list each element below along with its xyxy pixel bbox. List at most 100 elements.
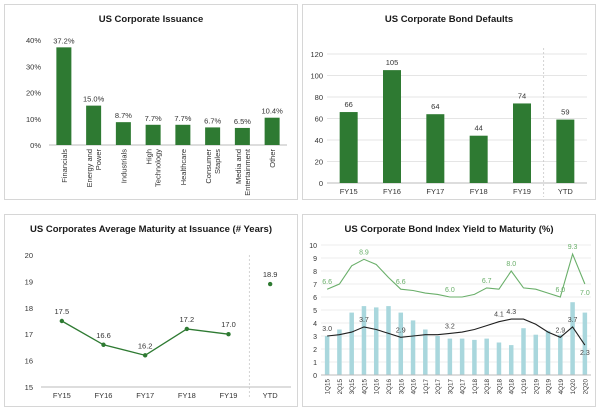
data-label: 6.5% [234, 117, 251, 126]
y-tick-label: 10% [26, 115, 41, 124]
x-tick-label-line: Staples [213, 149, 222, 174]
data-label: 4.1 [494, 312, 504, 319]
point [226, 332, 231, 337]
maturity-panel: US Corporates Average Maturity at Issuan… [4, 214, 298, 407]
maturity-chart: 20 19 18 17 16 15 17.5 FY15 16.6 FY16 16.2 FY17 17.2… [25, 251, 291, 400]
x-tick-label-line: Healthcare [179, 149, 188, 185]
y-tick-label: 20% [26, 89, 41, 98]
y-tick-label: 5 [313, 308, 317, 315]
x-tick-label: 3Q15 [349, 379, 356, 395]
yield-chart: 1098765432106.68.96.66.06.78.06.09.37.03… [309, 243, 591, 395]
lower-yield-line [327, 318, 586, 346]
x-tick-label-line: Power [94, 149, 103, 171]
bar [435, 336, 440, 375]
point [59, 318, 65, 324]
x-tick-label: FY16 [383, 187, 401, 196]
data-label: 17.2 [180, 315, 195, 324]
maturity-chart-title: US Corporates Average Maturity at Issuan… [30, 224, 272, 235]
bar [496, 342, 502, 375]
x-tick-label: Industrials [119, 149, 128, 183]
x-tick-label: YTD [558, 187, 574, 196]
x-tick-label: Other [268, 149, 277, 168]
bar [373, 307, 379, 375]
data-label: 18.9 [263, 270, 278, 279]
data-label: 7.0 [580, 290, 590, 297]
x-tick-label: 2Q17 [435, 379, 442, 395]
x-tick-label-line: Energy and [85, 149, 94, 187]
x-tick-label: YTD [263, 391, 279, 400]
x-tick-label: 3Q18 [496, 379, 503, 395]
bar [264, 117, 280, 145]
bar [115, 122, 131, 145]
x-tick-label-line: Other [268, 149, 277, 168]
bar [383, 70, 401, 183]
x-tick-label: 3Q19 [546, 379, 553, 395]
data-label: 37.2% [53, 36, 75, 45]
x-tick-label: High Technology [145, 149, 163, 187]
bar [86, 105, 102, 145]
x-tick-label: 4Q19 [558, 379, 565, 395]
y-tick-label: 15 [25, 383, 33, 392]
x-tick-label: FY19 [220, 391, 238, 400]
bar [349, 312, 354, 375]
point [184, 326, 190, 332]
data-label: 2.9 [396, 327, 406, 334]
y-tick-label: 4 [313, 321, 317, 328]
y-tick-label: 6 [313, 295, 317, 302]
x-tick-label: 4Q18 [509, 379, 516, 395]
x-tick-label: Energy and Power [85, 149, 103, 188]
y-tick-label: 80 [315, 93, 323, 102]
data-label: 16.6 [96, 331, 111, 340]
data-label: 17.5 [55, 307, 70, 316]
x-tick-label: 2Q15 [337, 379, 344, 395]
data-label: 6.7 [482, 278, 492, 285]
bar [175, 124, 191, 145]
bar [582, 312, 588, 375]
bar [361, 306, 367, 375]
data-label: 15.0% [83, 95, 105, 104]
data-label: 105 [386, 58, 399, 67]
x-tick-label: 1Q18 [472, 379, 479, 395]
data-label: 6.6 [396, 279, 406, 286]
data-label: 6.0 [555, 287, 565, 294]
ytd-point [267, 281, 273, 287]
bar [410, 320, 416, 375]
bar [545, 330, 551, 375]
x-tick-label: 2Q18 [484, 379, 491, 395]
bar [205, 127, 221, 145]
x-tick-label: 1Q17 [423, 379, 430, 395]
bar [521, 328, 526, 375]
yield-chart-title: US Corporate Bond Index Yield to Maturit… [344, 224, 554, 235]
x-tick-label: FY18 [178, 391, 196, 400]
bar [508, 345, 514, 375]
defaults-chart: 120 100 80 60 40 20 0 66 FY15 105 FY16 64 FY17 44 FY18… [310, 48, 587, 197]
x-tick-label-line: Consumer [204, 149, 213, 184]
data-label: 64 [431, 102, 439, 111]
data-label: 66 [344, 100, 352, 109]
y-tick-label: 20 [315, 158, 323, 167]
x-tick-label: 2Q19 [533, 379, 540, 395]
y-tick-label: 9 [313, 256, 317, 263]
bar [558, 334, 563, 375]
data-label: 6.6 [322, 279, 332, 286]
data-label: 9.3 [568, 244, 578, 251]
x-tick-label: Financials [60, 149, 69, 183]
data-label: 8.0 [506, 261, 516, 268]
bar [423, 329, 428, 375]
y-tick-label: 0 [313, 373, 317, 380]
bar [570, 302, 575, 375]
data-label: 3.7 [568, 317, 578, 324]
bar [484, 338, 489, 375]
y-tick-label: 30% [26, 62, 41, 71]
x-tick-label-line: Industrials [119, 149, 128, 183]
x-tick-label: 3Q16 [398, 379, 405, 395]
y-tick-label: 8 [313, 269, 317, 276]
y-tick-label: 60 [315, 115, 323, 124]
data-label: 16.2 [138, 341, 153, 350]
x-tick-label: FY15 [340, 187, 358, 196]
data-label: 17.0 [221, 320, 236, 329]
x-tick-label: 2Q20 [582, 379, 589, 395]
x-tick-label-line: Entertainment [243, 148, 252, 196]
bar [398, 312, 404, 375]
bar [339, 112, 358, 183]
